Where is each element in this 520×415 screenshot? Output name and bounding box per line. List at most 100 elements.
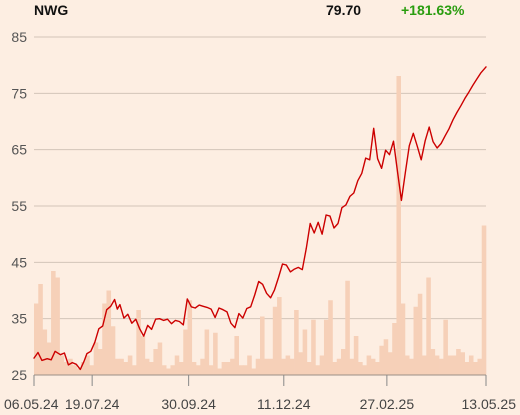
volume-bar	[341, 349, 346, 375]
volume-bar	[225, 362, 231, 375]
volume-bar	[285, 355, 291, 375]
volume-bar	[400, 303, 406, 375]
volume-bar	[362, 365, 367, 375]
volume-bar	[85, 355, 90, 375]
last-price: 79.70	[326, 2, 362, 18]
volume-bar	[144, 358, 150, 375]
volume-bar	[157, 342, 163, 375]
volume-bar	[383, 339, 389, 375]
volume-bar	[349, 358, 355, 375]
volume-bar	[217, 368, 222, 375]
volume-bar	[149, 362, 154, 375]
volume-bar	[375, 362, 380, 375]
volume-bar	[473, 362, 478, 375]
volume-bar	[97, 349, 103, 375]
x-tick-label: 27.02.25	[360, 396, 415, 412]
volume-bar	[387, 352, 393, 375]
volume-bar	[298, 352, 303, 375]
x-tick-label: 30.09.24	[161, 396, 216, 412]
x-tick-label: 11.12.24	[257, 396, 311, 412]
volume-bar	[392, 323, 397, 375]
volume-bar	[38, 284, 43, 375]
volume-bar	[268, 358, 274, 375]
y-tick-label: 25	[11, 367, 27, 383]
volume-bar	[468, 355, 474, 375]
volume-bar	[430, 349, 436, 375]
volume-bar	[42, 329, 48, 375]
volume-bar	[187, 300, 193, 375]
volume-bar	[136, 310, 141, 375]
volume-bar	[89, 365, 94, 375]
y-tick-label: 55	[11, 198, 27, 214]
volume-bar	[204, 329, 210, 375]
gridlines	[34, 36, 486, 320]
volume-bar	[161, 365, 167, 375]
volume-bar	[422, 355, 427, 375]
volume-bar	[417, 293, 423, 375]
volume-bar	[102, 303, 107, 375]
volume-bar	[277, 297, 282, 375]
volume-bar	[174, 355, 180, 375]
volume-bar	[328, 300, 333, 375]
volume-bar	[221, 362, 227, 375]
volume-bar	[447, 355, 453, 375]
volume-bar	[59, 355, 65, 375]
volume-bar	[294, 310, 299, 375]
volume-bar	[76, 368, 82, 375]
volume-bar	[439, 358, 444, 375]
y-tick-label: 65	[11, 142, 27, 158]
volume-bar	[127, 355, 133, 375]
volume-bar	[366, 355, 372, 375]
volume-bar	[119, 358, 124, 375]
axes: 25 35 45 55 65 75 85 06.05.24 19.07.24 30.09.24 11…	[4, 29, 516, 412]
volume-bar	[370, 358, 376, 375]
volume-bar	[358, 362, 363, 375]
volume-bar	[434, 355, 440, 375]
volume-bar	[55, 277, 60, 375]
volume-bar	[396, 76, 402, 375]
volume-bar	[260, 316, 265, 375]
volume-bar	[443, 319, 448, 375]
volume-bar	[289, 358, 295, 375]
volume-bar	[234, 336, 239, 375]
volume-bar	[115, 358, 120, 375]
volume-bar	[123, 362, 129, 375]
volume-bar	[140, 336, 146, 375]
volume-bar	[323, 319, 329, 375]
volume-bar	[353, 336, 359, 375]
y-tick-label: 75	[11, 85, 27, 101]
volume-bar	[451, 355, 457, 375]
volume-bar	[80, 362, 86, 375]
x-tick-label: 19.07.24	[65, 396, 120, 412]
y-tick-label: 45	[11, 254, 27, 270]
volume-bar	[183, 329, 188, 375]
volume-bar	[170, 365, 176, 375]
volume-bar	[255, 358, 261, 375]
percent-change: +181.63%	[401, 2, 465, 18]
volume-bar	[460, 352, 465, 375]
volume-bar	[110, 326, 116, 375]
volume-bar	[63, 362, 69, 375]
volume-bar	[34, 303, 39, 375]
volume-bar	[238, 365, 244, 375]
price-line	[33, 66, 487, 371]
volume-bar	[302, 329, 308, 375]
volume-bar	[251, 368, 257, 375]
volume-bar	[319, 355, 325, 375]
volume-bar	[230, 358, 235, 375]
volume-bar	[93, 342, 99, 375]
volume-bar	[464, 362, 470, 375]
volume-bar	[264, 358, 269, 375]
volume-bar	[409, 358, 414, 375]
volume-bar	[166, 368, 171, 375]
x-tick-label: 13.05.25	[462, 396, 517, 412]
volume-bar	[345, 280, 350, 375]
volume-bar	[315, 365, 320, 375]
volume-bar	[456, 349, 461, 375]
volume-bar	[336, 358, 342, 375]
volume-bar	[208, 365, 214, 375]
volume-bar	[426, 277, 431, 375]
volume-bar	[106, 290, 112, 375]
ticker-symbol: NWG	[34, 2, 69, 18]
